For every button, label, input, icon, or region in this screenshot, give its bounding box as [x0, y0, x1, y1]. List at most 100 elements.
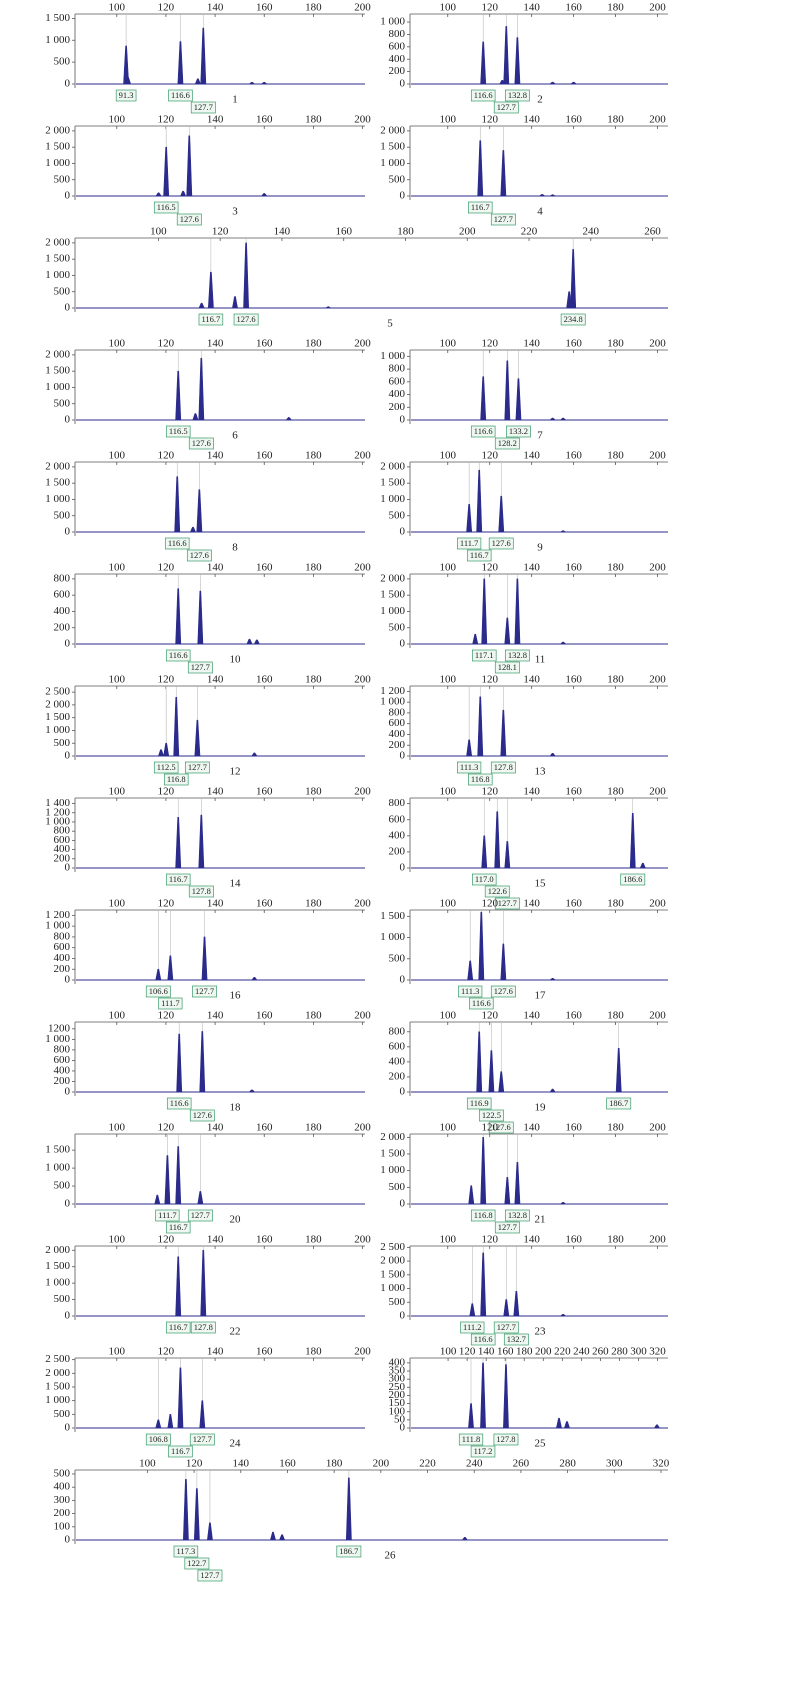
peak-label-box [470, 1333, 496, 1346]
x-tick-label: 100 [150, 226, 167, 238]
panel-number: 18 [230, 1102, 242, 1114]
x-tick-label: 120 [158, 1346, 175, 1358]
x-tick-label: 120 [481, 2, 498, 14]
peak-label-box [506, 425, 531, 438]
peak-label-box [494, 661, 520, 674]
x-tick-label: 280 [611, 1346, 628, 1358]
x-tick-label: 120 [212, 226, 229, 238]
y-tick-label: 500 [389, 173, 406, 185]
peak [615, 1048, 622, 1093]
peak-label-box [187, 661, 213, 674]
peak [478, 911, 485, 981]
x-tick-label: 200 [354, 450, 371, 462]
peak [201, 936, 208, 981]
peak-label: 127.7 [191, 662, 210, 672]
y-tick-label: 400 [389, 1055, 406, 1067]
peak-label: 116.7 [169, 1222, 188, 1232]
peak [476, 1031, 483, 1093]
peak-label: 132.8 [508, 1210, 527, 1220]
y-tick-label: 600 [389, 813, 406, 825]
peak-label: 186.7 [339, 1546, 358, 1556]
y-tick-label: 0 [65, 526, 71, 538]
y-tick-label: 600 [54, 834, 71, 846]
x-tick-label: 140 [207, 2, 224, 14]
x-tick-label: 160 [256, 114, 273, 126]
x-tick-label: 180 [305, 2, 322, 14]
peak-label-box [168, 89, 193, 102]
peak-label-box [458, 1433, 484, 1446]
x-tick-label: 180 [607, 1010, 624, 1022]
panel-number: 12 [230, 766, 241, 778]
peak [177, 41, 184, 85]
peak [560, 1202, 567, 1205]
panel: 100 120 140 160 180 200 0 500 1 000 1 500 2 000 116… [380, 1122, 668, 1234]
peak-label: 122.6 [488, 886, 507, 896]
x-tick-label: 100 [440, 450, 457, 462]
peak-label: 127.7 [498, 1222, 517, 1232]
peak-label: 116.7 [201, 314, 220, 324]
peak-label-box [470, 1445, 496, 1458]
x-tick-label: 140 [523, 450, 540, 462]
peak [560, 530, 567, 533]
peak-label-box [173, 1545, 199, 1558]
peak-label: 111.2 [463, 1322, 482, 1332]
peak [285, 417, 292, 421]
x-tick-label: 180 [305, 1122, 322, 1134]
x-tick-label: 140 [207, 674, 224, 686]
peak-label-box [488, 537, 514, 550]
x-tick-label: 160 [565, 2, 582, 14]
peak-label: 127.7 [191, 1210, 210, 1220]
peak-label-box [188, 437, 214, 450]
peak [174, 476, 181, 533]
peak [155, 1419, 162, 1429]
x-tick-label: 220 [521, 226, 538, 238]
x-tick-label: 100 [139, 1458, 156, 1470]
x-tick-label: 140 [207, 1346, 224, 1358]
y-tick-label: 0 [400, 862, 406, 874]
peak-label: 111.7 [158, 1210, 177, 1220]
y-tick-label: 0 [65, 1086, 71, 1098]
x-tick-label: 140 [207, 450, 224, 462]
panel: 100 120 140 160 180 200 220 240 260 0 500 1 000 1 50… [45, 226, 668, 330]
peak-label: 116.6 [474, 1334, 493, 1344]
peak-label-box [469, 997, 494, 1010]
peak [504, 360, 511, 421]
peak-label: 116.7 [470, 550, 489, 560]
panel-number: 26 [385, 1550, 397, 1562]
y-tick-label: 200 [389, 65, 406, 77]
x-tick-label: 100 [440, 562, 457, 574]
peak [182, 1478, 189, 1541]
peak [175, 1256, 182, 1317]
y-tick-label: 1 200 [45, 909, 70, 921]
x-tick-label: 100 [109, 1010, 126, 1022]
peak [481, 578, 488, 645]
x-tick-label: 180 [305, 562, 322, 574]
peak [194, 78, 201, 85]
peak [494, 811, 501, 869]
y-tick-label: 250 [389, 1381, 406, 1393]
peak-label-box [490, 985, 516, 998]
x-tick-label: 180 [607, 2, 624, 14]
y-tick-label: 2 000 [380, 460, 405, 472]
x-tick-label: 140 [523, 562, 540, 574]
panel: 100 120 140 160 180 200 0 500 1 000 1 500 2 000 117… [380, 562, 668, 674]
peak [167, 1414, 174, 1429]
peak [467, 960, 474, 981]
y-tick-label: 1 000 [45, 815, 70, 827]
peak [504, 841, 511, 869]
y-tick-label: 200 [389, 739, 406, 751]
y-tick-label: 500 [54, 397, 71, 409]
peak-label: 111.3 [460, 762, 479, 772]
peak-label: 116.7 [169, 1322, 188, 1332]
peak-label: 127.6 [492, 1122, 511, 1132]
peak-label: 117.3 [176, 1546, 195, 1556]
y-tick-label: 300 [54, 1494, 71, 1506]
peak-label-box [198, 313, 224, 326]
y-tick-label: 200 [54, 1075, 71, 1087]
x-tick-label: 200 [649, 786, 666, 798]
y-tick-label: 2 000 [380, 124, 405, 136]
x-tick-label: 220 [419, 1458, 436, 1470]
y-tick-label: 600 [54, 941, 71, 953]
panel: 100 120 140 160 180 200 0 500 1 000 1 500 2 000 116… [45, 1234, 371, 1338]
peak [193, 1488, 200, 1541]
